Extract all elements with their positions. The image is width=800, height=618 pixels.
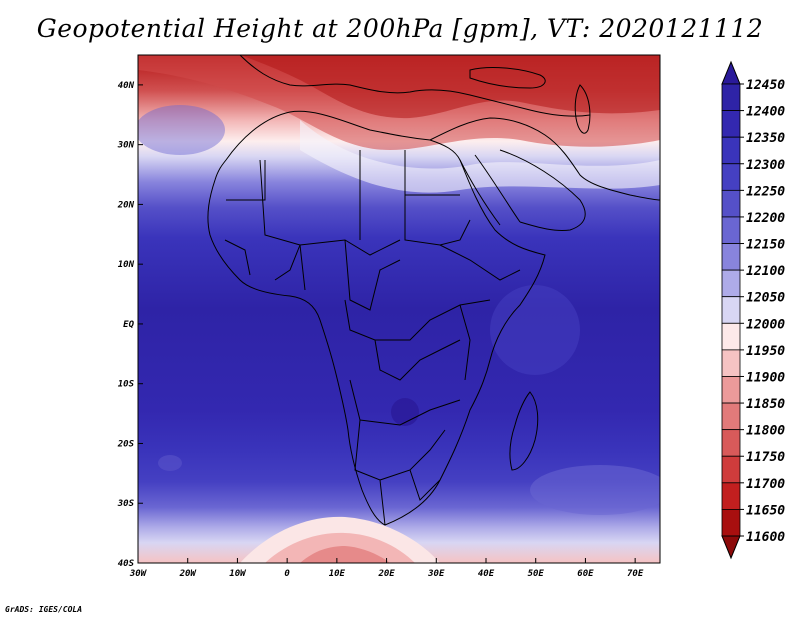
colorbar-label: 12050 [746,291,785,306]
lon-tick-label: 0 [284,569,290,579]
colorbar-label: 12350 [746,131,785,146]
colorbar-swatch [721,163,741,191]
colorbar-bottom-triangle [721,535,741,560]
height-field [138,55,660,563]
lat-tick-label: 30N [117,141,135,151]
colorbar-swatch [721,376,741,404]
colorbar-swatch [721,269,741,298]
coastlines [207,55,660,526]
colorbar-swatch [721,110,741,138]
lat-tick-label: 10N [118,260,135,270]
lon-tick-label: 20W [179,569,198,579]
colorbar-label: 11650 [746,503,785,518]
colorbar-swatch [721,482,741,510]
colorbar-swatch [721,349,741,377]
colorbar-label: 12300 [746,158,785,173]
colorbar-swatch [721,83,741,111]
grads-credit: GrADS: IGES/COLA [5,605,83,614]
colorbar-label: 11750 [746,450,785,465]
colorbar-swatch [721,216,741,244]
colorbar-label: 12400 [746,105,785,120]
plot-frame [137,54,661,564]
lon-tick-label: 70E [627,569,644,579]
colorbar-swatch [721,402,741,431]
colorbar-label: 11600 [746,530,785,545]
lat-tick-label: 30S [117,499,135,509]
colorbar-label: 12250 [746,184,785,199]
lon-tick-label: 60E [577,569,594,579]
colorbar-top-triangle [721,60,741,85]
lon-tick-label: 10E [329,569,346,579]
colorbar-label: 12100 [746,264,785,279]
colorbar-label: 11950 [746,344,785,359]
colorbar-label: 11800 [746,424,785,439]
longitude-axis: 30W 20W 10W 0 10E 20E 30E 40E 50E 60E 70E [129,558,644,579]
latitude-axis: 40N 30N 20N 10N EQ 10S 20S 30S 40S [117,81,143,569]
lat-tick-label: EQ [123,320,134,330]
lon-tick-label: 30E [427,569,445,579]
chart-title: Geopotential Height at 200hPa [gpm], VT:… [36,14,764,43]
colorbar-label: 11850 [746,397,785,412]
lon-tick-label: 10W [229,569,247,579]
colorbar-swatch [721,189,741,218]
colorbar: 12450 12400 12350 12300 12250 12200 12150 12100… [721,60,785,560]
colorbar-swatch [721,509,741,537]
lat-tick-label: 20S [117,439,135,449]
colorbar-label: 11700 [746,477,785,492]
colorbar-label: 11900 [746,370,785,385]
lat-tick-label: 40N [118,81,135,91]
colorbar-swatch [721,243,741,271]
lon-tick-label: 20E [377,569,395,579]
lat-tick-label: 10S [118,380,135,390]
colorbar-swatch [721,429,741,457]
lon-tick-label: 30W [129,569,148,579]
colorbar-label: 12150 [746,238,785,253]
lon-tick-label: 50E [528,569,545,579]
colorbar-swatch [721,455,741,484]
lat-tick-label: 40S [118,559,135,569]
colorbar-swatch [721,322,741,351]
lon-tick-label: 40E [478,569,495,579]
colorbar-label: 12000 [746,317,785,332]
colorbar-label: 12450 [746,78,785,93]
colorbar-label: 12200 [746,211,785,226]
colorbar-swatch [721,136,741,165]
lat-tick-label: 20N [117,200,135,210]
colorbar-swatch [721,296,741,324]
